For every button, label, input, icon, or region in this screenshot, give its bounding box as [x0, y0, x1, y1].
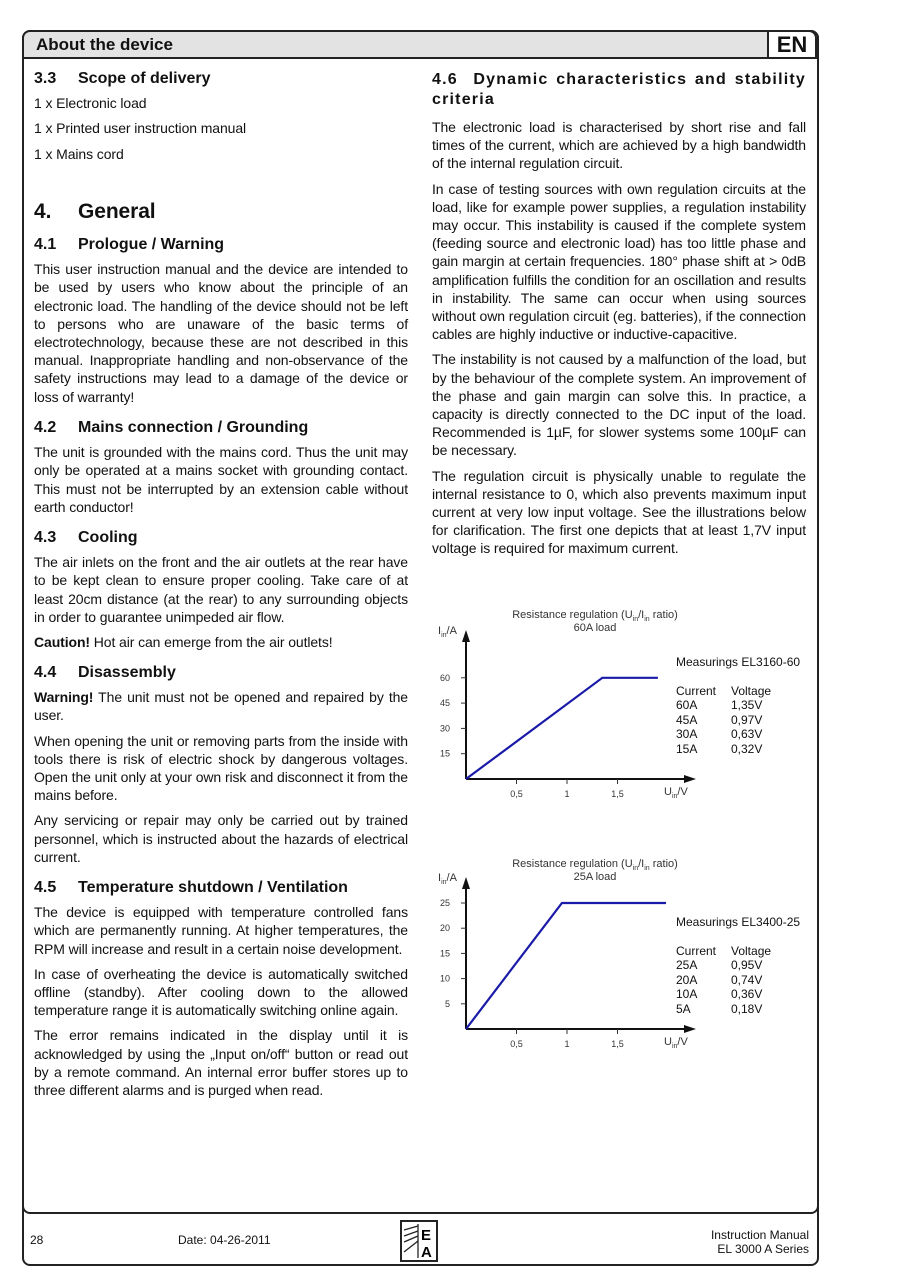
paragraph: The electronic load is characterised by … [432, 119, 806, 172]
page-header: About the device EN [22, 30, 819, 59]
page-number: 28 [30, 1233, 44, 1247]
section-4-5: 4.5 Temperature shutdown / Ventilation Th… [34, 879, 408, 1106]
paragraph: This user instruction manual and the dev… [34, 261, 408, 405]
y-axis-label: Iin/A [438, 625, 458, 639]
measurement-table-60a: Measurings EL3160-60 Current Voltage 60A 1… [676, 655, 800, 757]
table-row: 30A 0,63V [676, 727, 763, 742]
chart-title: Resistance regulation (Uin/Iin ratio) [512, 858, 678, 872]
logo-graphic: E A [403, 1224, 432, 1261]
language-badge: EN [767, 30, 817, 59]
y-tick-label: 5 [445, 999, 450, 1009]
y-tick-label: 10 [440, 974, 450, 984]
section-heading: 4.6 Dynamic characteristics and stabilit… [432, 71, 806, 108]
y-tick-label: 15 [440, 749, 450, 759]
paragraph: In case of overheating the device is aut… [34, 965, 408, 1019]
x-tick-label: 1 [564, 789, 569, 799]
paragraph: The regulation circuit is physically una… [432, 467, 806, 557]
svg-text:A: A [421, 1244, 432, 1260]
y-tick-label: 25 [440, 898, 450, 908]
section-heading: 4.2 Mains connection / Grounding [34, 419, 309, 436]
delivery-item: 1 x Printed user instruction manual [34, 120, 247, 137]
x-tick-label: 1,5 [611, 1039, 624, 1049]
x-tick-label: 0,5 [510, 789, 523, 799]
paragraph: The unit is grounded with the mains cord… [34, 444, 408, 515]
measurement-table-25a: Measurings EL3400-25 Current Voltage 25A 0… [676, 915, 800, 1017]
y-axis-arrow [462, 630, 470, 642]
table-header: Current Voltage [676, 943, 772, 958]
y-tick-label: 45 [440, 698, 450, 708]
x-axis-label: Uin/V [664, 1036, 688, 1050]
paragraph: The instability is not caused by a malfu… [432, 351, 806, 459]
table-title: Measurings EL3400-25 [676, 915, 801, 929]
manual-label: Instruction Manual [710, 1228, 809, 1242]
section-4-4: 4.4 Disassembly Warning! The unit must no… [34, 664, 408, 873]
section-4-2: 4.2 Mains connection / Grounding The unit… [34, 419, 408, 523]
delivery-item: 1 x Electronic load [34, 95, 147, 112]
chapter-heading: 4. General [34, 200, 156, 223]
series-line [465, 676, 658, 780]
table-row: 15A 0,32V [676, 741, 763, 756]
section-3-3: 3.3 Scope of delivery 1 x Electronic load… [34, 70, 408, 170]
x-axis-label: Uin/V [664, 786, 688, 800]
table-row: 10A 0,36V [676, 987, 763, 1002]
paragraph: The device is equipped with temperature … [34, 904, 408, 957]
table-row: 45A 0,97V [676, 712, 763, 727]
right-column: 4.6 Dynamic characteristics and stabilit… [432, 70, 806, 565]
table-header: Current Voltage [676, 683, 772, 698]
paragraph: When opening the unit or removing parts … [34, 732, 408, 804]
chart-25a: Resistance regulation (Uin/Iin ratio)25A… [438, 858, 696, 1050]
table-row: 25A 0,95V [676, 958, 763, 973]
y-tick-label: 30 [440, 723, 450, 733]
footer-manual-info: Instruction Manual EL 3000 A Series [711, 1228, 809, 1256]
chapter-4: 4. General [34, 200, 408, 223]
x-axis-arrow [684, 1025, 696, 1033]
chart-title: Resistance regulation (Uin/Iin ratio) [512, 609, 678, 623]
paragraph: The error remains indicated in the displ… [34, 1027, 408, 1099]
y-tick-label: 20 [440, 923, 450, 933]
delivery-item: 1 x Mains cord [34, 145, 124, 162]
section-heading: 4.5 Temperature shutdown / Ventilation [34, 879, 348, 896]
paragraph: In case of testing sources with own regu… [432, 180, 806, 343]
table-row: 5A 0,18V [676, 1001, 763, 1016]
footer-date: Date: 04-26-2011 [178, 1233, 271, 1247]
y-tick-label: 15 [440, 948, 450, 958]
section-heading: 3.3 Scope of delivery [34, 70, 211, 87]
section-heading: 4.3 Cooling [34, 529, 138, 546]
section-4-1: 4.1 Prologue / Warning This user instruct… [34, 236, 408, 413]
paragraph: Any servicing or repair may only be carr… [34, 812, 408, 865]
section-heading: 4.1 Prologue / Warning [34, 236, 225, 253]
caution-note: Caution! Hot air can emerge from the air… [34, 634, 333, 651]
paragraph: The air inlets on the front and the air … [34, 554, 408, 625]
x-tick-label: 1,5 [611, 789, 624, 799]
y-axis-label: Iin/A [438, 872, 458, 886]
table-title: Measurings EL3160-60 [676, 655, 801, 669]
section-4-3: 4.3 Cooling The air inlets on the front a… [34, 529, 408, 658]
y-tick-label: 60 [440, 673, 450, 683]
table-row: 20A 0,74V [676, 972, 763, 987]
x-axis-arrow [684, 775, 696, 783]
chart-subtitle: 60A load [574, 622, 617, 634]
table-row: 60A 1,35V [676, 698, 763, 713]
x-tick-label: 0,5 [510, 1039, 523, 1049]
chart-60a: Resistance regulation (Uin/Iin ratio)60A… [438, 609, 696, 800]
section-heading: 4.4 Disassembly [34, 664, 176, 681]
ea-logo: E A [400, 1220, 438, 1262]
warning-note: Warning! The unit must not be opened and… [34, 689, 408, 724]
chart-subtitle: 25A load [574, 871, 617, 883]
series-line [465, 901, 666, 1030]
header-title: About the device [36, 35, 173, 54]
content-box [22, 57, 819, 1214]
y-axis-arrow [462, 877, 470, 889]
svg-text:E: E [421, 1227, 431, 1244]
series-label: EL 3000 A Series [717, 1242, 809, 1256]
x-tick-label: 1 [564, 1039, 569, 1049]
